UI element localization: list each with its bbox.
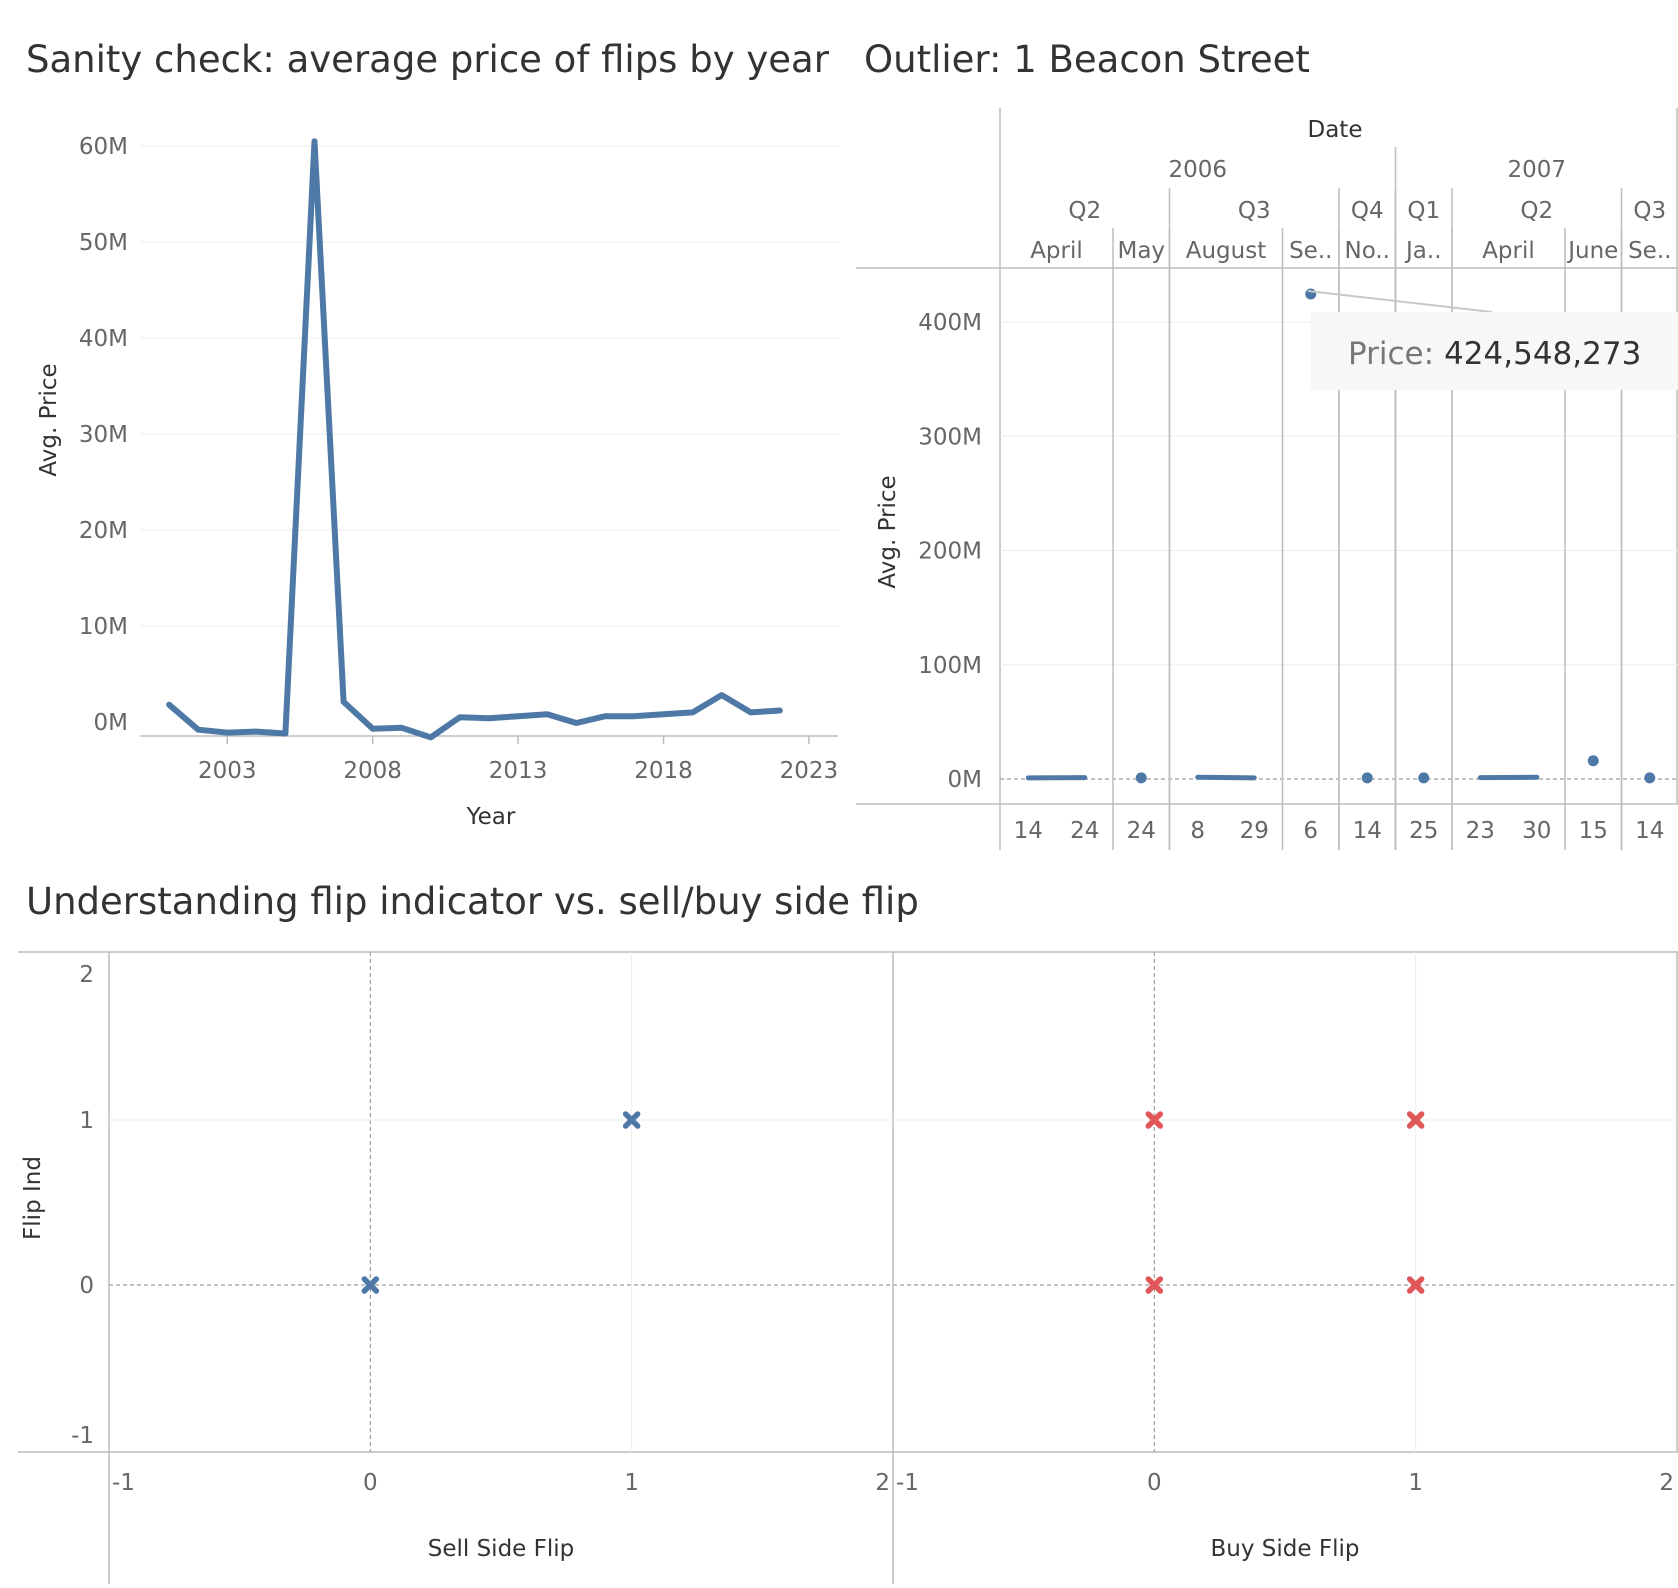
chart2-month-header: May: [1117, 238, 1165, 264]
chart2-date-headers: 2006 2007 Q2 Q3 Q4 Q1 Q2 Q3 April May August Se.. No…: [1030, 157, 1671, 264]
chart2-day-tick: 30: [1522, 818, 1551, 844]
yearly-price-chart: Sanity check: average price of flips by …: [26, 38, 838, 830]
chart1-x-tick: 2013: [489, 758, 548, 784]
chart2-quarter-header: Q2: [1520, 198, 1553, 224]
chart3-title: Understanding flip indicator vs. sell/bu…: [26, 880, 919, 923]
chart3-x-label: Sell Side Flip: [428, 1536, 575, 1562]
chart2-day-tick: 14: [1014, 818, 1043, 844]
chart1-x-label: Year: [466, 804, 516, 830]
chart2-month-header: No..: [1345, 238, 1391, 264]
chart2-day-tick: 6: [1303, 818, 1318, 844]
chart2-date-header: Date: [1308, 117, 1363, 143]
chart2-y-tick: 300M: [918, 424, 982, 450]
chart2-quarter-header: Q1: [1407, 198, 1440, 224]
chart2-day-tick: 14: [1635, 818, 1664, 844]
chart2-day-tick: 14: [1353, 818, 1382, 844]
flip-indicator-chart: Understanding flip indicator vs. sell/bu…: [18, 880, 1678, 1584]
tooltip-text: Price: 424,548,273: [1348, 336, 1641, 372]
outlier-chart: Outlier: 1 Beacon Street Date 2006 2007 Q2…: [856, 38, 1678, 850]
chart2-month-header: April: [1482, 238, 1535, 264]
chart3-y-tick: 0: [79, 1273, 94, 1299]
chart2-series-line[interactable]: [1198, 777, 1255, 778]
chart2-y-tick: 0M: [948, 767, 982, 793]
chart3-x-tick: 0: [1147, 1470, 1162, 1496]
tooltip-label: Price:: [1348, 336, 1434, 372]
chart1-y-tick: 50M: [79, 230, 128, 256]
chart2-quarter-header: Q3: [1633, 198, 1666, 224]
chart2-month-header: Se..: [1289, 238, 1332, 264]
chart3-y-tick: 1: [79, 1108, 94, 1134]
tooltip-value: 424,548,273: [1444, 336, 1641, 372]
chart3-x-tick: -1: [112, 1470, 135, 1496]
chart2-month-header: June: [1566, 238, 1618, 264]
chart2-day-tick: 25: [1409, 818, 1438, 844]
chart2-point[interactable]: [1418, 772, 1429, 783]
chart3-y-tick: -1: [71, 1423, 94, 1449]
chart3-y-ticks: 2 1 0 -1: [71, 962, 94, 1449]
chart3-x-tick: -1: [896, 1470, 919, 1496]
chart2-year-header: 2007: [1507, 157, 1566, 183]
chart2-y-label: Avg. Price: [875, 475, 901, 588]
chart1-x-tick: 2023: [780, 758, 839, 784]
chart1-y-tick: 40M: [79, 326, 128, 352]
chart1-y-ticks: 0M 10M 20M 30M 40M 50M 60M: [79, 134, 128, 736]
chart1-y-tick: 20M: [79, 518, 128, 544]
tooltip-leader-line: [1308, 291, 1492, 312]
outlier-tooltip: Price: 424,548,273: [1308, 291, 1678, 390]
chart2-y-tick: 400M: [918, 310, 982, 336]
chart2-y-tick: 100M: [918, 653, 982, 679]
chart2-day-tick: 15: [1579, 818, 1608, 844]
chart3-x-tick: 2: [1659, 1470, 1674, 1496]
chart1-gridlines: [140, 146, 838, 626]
chart2-point[interactable]: [1362, 772, 1373, 783]
chart2-point[interactable]: [1305, 288, 1316, 299]
chart2-quarter-header: Q3: [1238, 198, 1271, 224]
chart2-quarter-header: Q4: [1351, 198, 1384, 224]
chart1-x-tick: 2018: [634, 758, 693, 784]
chart1-series-line[interactable]: [169, 141, 780, 737]
chart3-frame: [18, 952, 1678, 1584]
chart1-y-tick: 60M: [79, 134, 128, 160]
chart2-day-tick: 29: [1240, 818, 1269, 844]
chart3-panel: -1 0 1 2 Buy Side Flip: [893, 952, 1677, 1562]
chart2-point[interactable]: [1588, 755, 1599, 766]
chart2-year-header: 2006: [1168, 157, 1227, 183]
chart2-month-header: April: [1030, 238, 1083, 264]
chart2-point[interactable]: [1136, 772, 1147, 783]
chart2-y-tick: 200M: [918, 539, 982, 565]
chart2-quarter-header: Q2: [1068, 198, 1101, 224]
chart1-x-tick: 2003: [198, 758, 257, 784]
chart2-day-tick: 8: [1190, 818, 1205, 844]
chart3-x-tick: 1: [1408, 1470, 1423, 1496]
chart2-y-ticks: 0M 100M 200M 300M 400M: [918, 310, 982, 793]
chart2-title: Outlier: 1 Beacon Street: [864, 38, 1310, 81]
chart1-y-tick: 30M: [79, 422, 128, 448]
chart1-y-tick: 0M: [94, 710, 128, 736]
chart2-day-tick: 24: [1127, 818, 1156, 844]
chart2-day-tick: 23: [1466, 818, 1495, 844]
chart2-point[interactable]: [1644, 772, 1655, 783]
chart3-y-tick: 2: [79, 962, 94, 988]
chart1-y-tick: 10M: [79, 614, 128, 640]
chart1-x-ticks: 2003 2008 2013 2018 2023: [198, 736, 838, 784]
chart3-x-tick: 0: [363, 1470, 378, 1496]
chart1-x-tick: 2008: [343, 758, 402, 784]
chart2-month-header: August: [1186, 238, 1267, 264]
chart3-x-tick: 2: [875, 1470, 890, 1496]
chart3-x-label: Buy Side Flip: [1211, 1536, 1360, 1562]
chart3-panel: -1 0 1 2 Sell Side Flip: [109, 952, 893, 1562]
chart2-day-tick: 24: [1070, 818, 1099, 844]
chart2-month-header: Se..: [1628, 238, 1671, 264]
chart3-x-tick: 1: [624, 1470, 639, 1496]
chart1-title: Sanity check: average price of flips by …: [26, 38, 830, 81]
chart1-y-label: Avg. Price: [36, 363, 62, 476]
chart3-y-label: Flip Ind: [20, 1156, 46, 1240]
chart2-month-header: Ja..: [1404, 238, 1442, 264]
